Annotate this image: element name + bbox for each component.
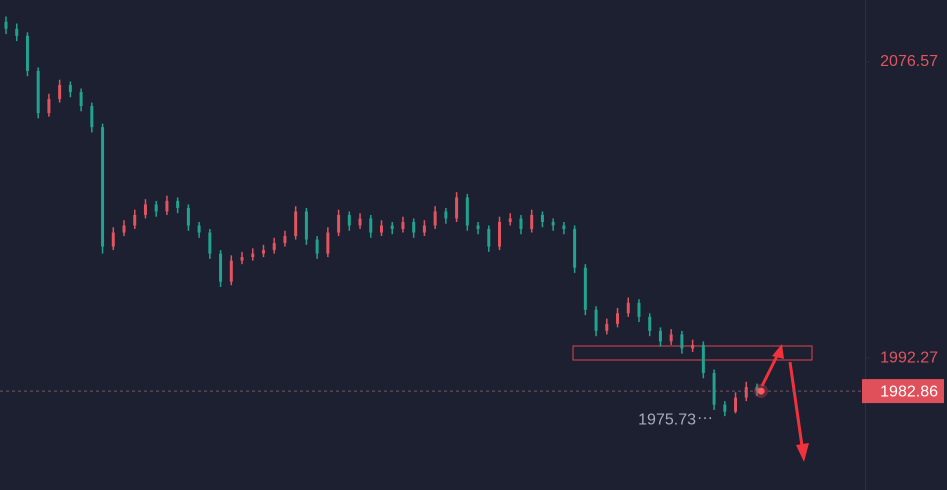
candle-body — [455, 197, 459, 219]
candle-body — [347, 214, 351, 226]
current-price-box — [862, 379, 944, 404]
candle-body — [605, 323, 609, 331]
candle-body — [197, 225, 201, 233]
candle-body — [433, 211, 437, 226]
candle-body — [25, 35, 29, 71]
candle-body — [15, 28, 19, 36]
candle-body — [229, 260, 233, 282]
candle-body — [648, 316, 652, 331]
low-leader: ··· — [697, 409, 713, 426]
candle-body — [68, 85, 72, 93]
candle-body — [637, 302, 641, 317]
candle-body — [186, 207, 190, 226]
candle-body — [358, 218, 362, 226]
candle-body — [723, 404, 727, 412]
candle-body — [47, 99, 51, 114]
candle-body — [315, 239, 319, 254]
candle-body — [519, 218, 523, 230]
candle-body — [573, 229, 577, 268]
candle-body — [165, 200, 169, 212]
candle-body — [680, 334, 684, 349]
candle-body — [712, 373, 716, 405]
candle-body — [272, 243, 276, 251]
candle-body — [626, 302, 630, 314]
candle-body — [101, 127, 105, 247]
candle-body — [669, 334, 673, 342]
candle-body — [337, 214, 341, 233]
candle-body — [583, 267, 587, 310]
candle-body — [412, 221, 416, 233]
y-tick-label: 1992.27 — [880, 349, 938, 366]
candle-body — [594, 309, 598, 331]
candle-body — [4, 21, 8, 29]
candle-body — [326, 232, 330, 254]
candle-body — [616, 313, 620, 324]
candle-body — [133, 214, 137, 226]
candle-body — [476, 225, 480, 230]
candle-body — [36, 70, 40, 114]
low-label: 1975.73 — [638, 411, 696, 428]
candle-body — [401, 221, 405, 230]
arrow-down — [788, 361, 809, 462]
candle-body — [143, 204, 147, 215]
candle-body — [219, 253, 223, 282]
current-price-label: 1982.86 — [880, 383, 938, 400]
candle-body — [176, 200, 180, 208]
candle-body — [154, 204, 158, 212]
last-dot — [757, 387, 765, 395]
y-tick-label: 2076.57 — [880, 53, 938, 70]
candle-body — [283, 236, 287, 244]
candle-body — [465, 197, 469, 226]
candle-body — [90, 106, 94, 128]
candle-body — [422, 225, 426, 233]
candle-body — [380, 225, 383, 233]
candle-body — [540, 214, 544, 222]
candle-body — [444, 211, 448, 219]
candle-body — [240, 257, 244, 261]
candle-body — [744, 387, 748, 398]
candle-body — [208, 232, 212, 254]
candle-body — [390, 225, 394, 230]
candle-body — [691, 344, 695, 349]
candle-body — [79, 92, 83, 107]
candle-body — [369, 218, 373, 233]
arrow-up — [760, 344, 784, 387]
candle-body — [58, 85, 62, 100]
candle-body — [487, 229, 491, 247]
candle-body — [261, 250, 265, 254]
candle-body — [304, 211, 308, 240]
candle-body — [658, 330, 662, 342]
candle-body — [562, 225, 566, 230]
candle-body — [734, 397, 738, 412]
candle-body — [294, 211, 298, 237]
candle-body — [755, 387, 759, 392]
candle-body — [551, 221, 555, 226]
candle-body — [251, 253, 255, 258]
candle-body — [122, 225, 126, 233]
candle-body — [498, 221, 502, 247]
candle-body — [111, 232, 115, 247]
candle-body — [508, 218, 512, 222]
candle-body — [530, 214, 534, 230]
candle-body — [701, 344, 705, 374]
